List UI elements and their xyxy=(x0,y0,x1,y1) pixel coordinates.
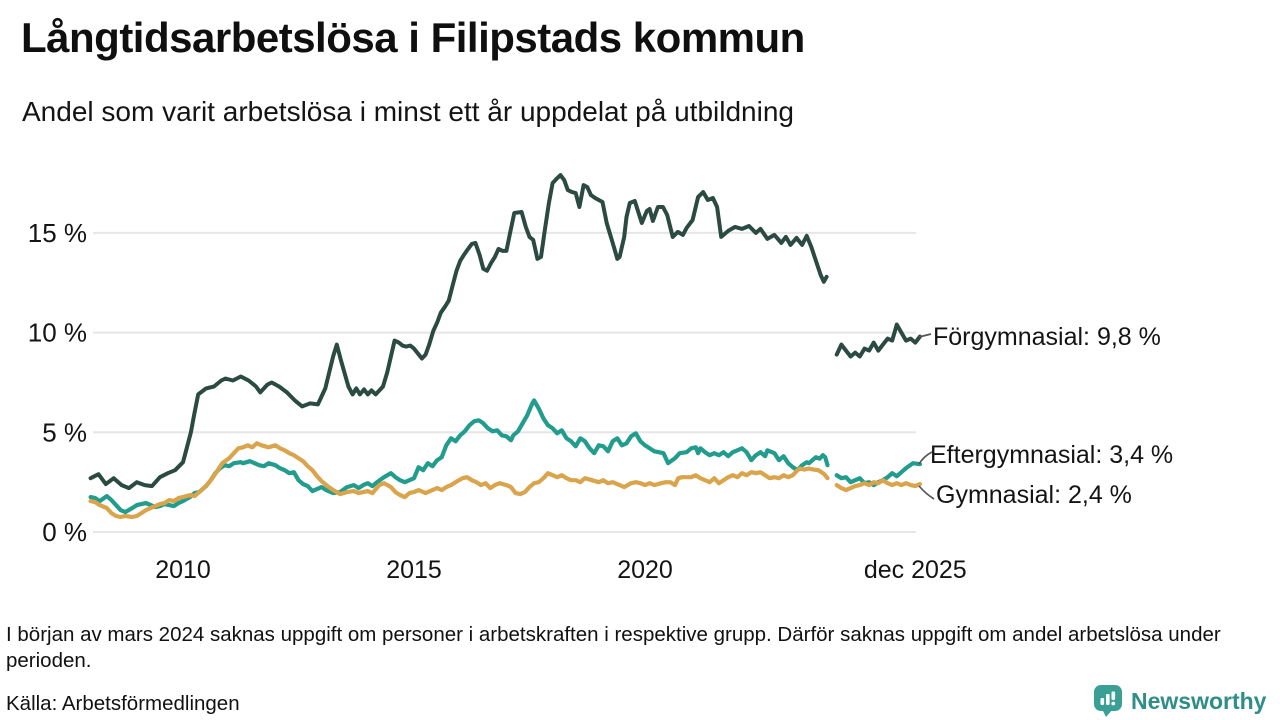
series-lines-group xyxy=(88,173,923,520)
source-text: Källa: Arbetsförmedlingen xyxy=(6,692,240,715)
legend-connector-gymnasial xyxy=(918,485,935,500)
footnote-text: I början av mars 2024 saknas uppgift om … xyxy=(6,623,1221,672)
bar-chart-pin-icon xyxy=(1094,685,1122,717)
y-axis-tick-label: 5 % xyxy=(42,417,87,447)
series-line-förgymnasial xyxy=(834,322,922,359)
legend-label-forgymnasial: Förgymnasial: 9,8 % xyxy=(933,323,1161,351)
legend-label-gymnasial: Gymnasial: 2,4 % xyxy=(936,481,1132,509)
chart-subtitle: Andel som varit arbetslösa i minst ett å… xyxy=(22,96,794,127)
x-axis-tick-label: 2015 xyxy=(386,556,442,584)
newsworthy-logo[interactable]: Newsworthy xyxy=(1093,684,1266,718)
legend-connector-forgymnasial xyxy=(918,333,932,338)
legend-label-eftergymnasial: Eftergymnasial: 3,4 % xyxy=(930,441,1174,469)
series-line-gymnasial xyxy=(834,478,923,493)
y-axis-tick-label: 15 % xyxy=(28,218,87,248)
x-axis-tick-label: 2010 xyxy=(155,556,211,584)
y-axis-tick-label: 0 % xyxy=(42,517,87,547)
legend-connector-eftergymnasial xyxy=(918,451,933,465)
x-axis-tick-label: 2020 xyxy=(617,556,673,584)
series-line-gymnasial xyxy=(88,441,830,520)
newsworthy-wordmark: Newsworthy xyxy=(1131,687,1267,714)
series-line-eftergymnasial xyxy=(88,398,830,515)
x-axis-tick-label: dec 2025 xyxy=(864,556,967,584)
series-line-förgymnasial xyxy=(88,173,829,491)
axis-labels-group: 0 % 5 % 10 % 15 % 2010 2015 2020 dec 2025 xyxy=(28,218,967,584)
chart-title: Långtidsarbetslösa i Filipstads kommun xyxy=(21,14,805,61)
gridlines-group xyxy=(93,231,916,533)
legend-connectors-group xyxy=(918,333,935,500)
y-axis-tick-label: 10 % xyxy=(28,318,87,348)
